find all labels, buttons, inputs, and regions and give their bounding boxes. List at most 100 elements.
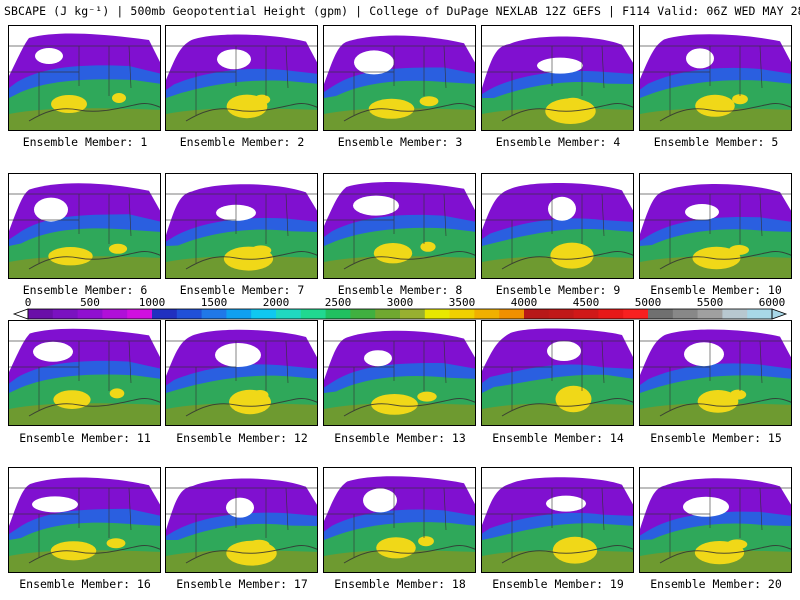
cape-map-16 xyxy=(9,477,160,572)
ensemble-panel-16 xyxy=(8,467,161,573)
cape-map-2 xyxy=(166,34,317,130)
colorbar-min-arrow xyxy=(12,308,29,320)
cape-map-4 xyxy=(482,36,633,130)
panel-label-18: Ensemble Member: 18 xyxy=(334,577,466,591)
panel-label-17: Ensemble Member: 17 xyxy=(176,577,308,591)
colorbar-tick-label: 4000 xyxy=(510,296,538,309)
ensemble-panel-1 xyxy=(8,25,161,131)
colorbar-bin-24 xyxy=(623,309,649,319)
colorbar-tick-label: 2500 xyxy=(324,296,352,309)
cape-map-3 xyxy=(324,35,475,130)
colorbar-bin-11 xyxy=(300,309,327,319)
cape-map-18 xyxy=(324,476,475,572)
ensemble-panel-7 xyxy=(165,173,318,279)
cape-map-15 xyxy=(640,329,791,425)
colorbar-ticks: 0 500 1000 1500 2000 2500 3000 3500 4000 4500 5000… xyxy=(0,296,800,309)
colorbar-tick-label: 500 xyxy=(80,296,100,309)
colorbar-bin-25 xyxy=(648,309,674,319)
colorbar-bin-6 xyxy=(176,309,203,319)
panel-label-11: Ensemble Member: 11 xyxy=(19,431,151,445)
ensemble-panel-13 xyxy=(323,320,476,426)
colorbar-bin-7 xyxy=(201,309,227,319)
colorbar-bin-19 xyxy=(499,309,525,319)
colorbar-bin-15 xyxy=(400,309,426,319)
colorbar-bin-9 xyxy=(251,309,277,319)
colorbar-bin-14 xyxy=(375,309,401,319)
panel-label-14: Ensemble Member: 14 xyxy=(492,431,624,445)
page-title: SBCAPE (J kg⁻¹) | 500mb Geopotential Hei… xyxy=(4,4,800,18)
cape-map-1 xyxy=(9,33,160,130)
cape-map-13 xyxy=(324,330,475,425)
ensemble-panel-18 xyxy=(323,467,476,573)
colorbar-bin-29 xyxy=(747,309,773,319)
colorbar-bin-5 xyxy=(152,309,178,319)
colorbar-bin-13 xyxy=(350,309,376,319)
colorbar-tick-label: 1000 xyxy=(138,296,166,309)
colorbar-bin-20 xyxy=(524,309,550,319)
panel-label-9: Ensemble Member: 9 xyxy=(495,283,621,297)
colorbar-bin-21 xyxy=(548,309,575,319)
colorbar-bin-23 xyxy=(598,309,624,319)
ensemble-panel-3 xyxy=(323,25,476,131)
colorbar-bin-4 xyxy=(127,309,153,319)
colorbar-bin-12 xyxy=(325,309,351,319)
panel-label-6: Ensemble Member: 6 xyxy=(22,283,148,297)
cape-map-5 xyxy=(640,34,791,130)
ensemble-panel-4 xyxy=(481,25,634,131)
ensemble-panel-14 xyxy=(481,320,634,426)
ensemble-panel-10 xyxy=(639,173,792,279)
panel-label-8: Ensemble Member: 8 xyxy=(337,283,463,297)
panel-label-5: Ensemble Member: 5 xyxy=(653,135,779,149)
colorbar-bin-16 xyxy=(424,309,451,319)
cape-map-10 xyxy=(640,183,791,278)
colorbar-bin-8 xyxy=(226,309,252,319)
colorbar-bin-1 xyxy=(52,309,79,319)
colorbar-bin-27 xyxy=(697,309,723,319)
colorbar-max-arrow xyxy=(771,308,788,320)
ensemble-panel-20 xyxy=(639,467,792,573)
ensemble-panel-2 xyxy=(165,25,318,131)
colorbar-bin-2 xyxy=(77,309,103,319)
ensemble-panel-5 xyxy=(639,25,792,131)
colorbar-tick-label: 1500 xyxy=(200,296,228,309)
panel-label-3: Ensemble Member: 3 xyxy=(337,135,463,149)
colorbar-bin-17 xyxy=(449,309,475,319)
ensemble-panel-19 xyxy=(481,467,634,573)
panel-label-15: Ensemble Member: 15 xyxy=(650,431,782,445)
panel-label-20: Ensemble Member: 20 xyxy=(650,577,782,591)
colorbar-bin-22 xyxy=(573,309,599,319)
cape-map-7 xyxy=(166,184,317,278)
ensemble-panel-15 xyxy=(639,320,792,426)
cape-map-11 xyxy=(9,328,160,425)
ensemble-panel-9 xyxy=(481,173,634,279)
colorbar-tick-label: 3000 xyxy=(386,296,414,309)
cape-map-19 xyxy=(482,477,633,572)
ensemble-panel-17 xyxy=(165,467,318,573)
colorbar-tick-label: 5000 xyxy=(634,296,662,309)
panel-label-12: Ensemble Member: 12 xyxy=(176,431,308,445)
colorbar-bin-0 xyxy=(28,309,54,319)
colorbar-tick-label: 4500 xyxy=(572,296,600,309)
colorbar-bin-10 xyxy=(276,309,302,319)
colorbar-scale xyxy=(12,308,788,320)
panel-label-10: Ensemble Member: 10 xyxy=(650,283,782,297)
panel-label-13: Ensemble Member: 13 xyxy=(334,431,466,445)
panel-label-1: Ensemble Member: 1 xyxy=(22,135,148,149)
colorbar: 0 500 1000 1500 2000 2500 3000 3500 4000 4500 5000… xyxy=(0,296,800,320)
colorbar-tick-label: 2000 xyxy=(262,296,290,309)
cape-map-14 xyxy=(482,328,633,425)
colorbar-tick-label: 3500 xyxy=(448,296,476,309)
panel-label-4: Ensemble Member: 4 xyxy=(495,135,621,149)
colorbar-bin-3 xyxy=(102,309,128,319)
colorbar-bin-26 xyxy=(672,309,699,319)
ensemble-panel-8 xyxy=(323,173,476,279)
panel-label-16: Ensemble Member: 16 xyxy=(19,577,151,591)
colorbar-bin-28 xyxy=(722,309,748,319)
panel-label-19: Ensemble Member: 19 xyxy=(492,577,624,591)
cape-map-17 xyxy=(166,478,317,572)
ensemble-panel-6 xyxy=(8,173,161,279)
cape-map-20 xyxy=(640,478,791,572)
cape-map-6 xyxy=(9,183,160,278)
cape-map-9 xyxy=(482,183,633,278)
colorbar-tick-label: 0 xyxy=(24,296,32,309)
